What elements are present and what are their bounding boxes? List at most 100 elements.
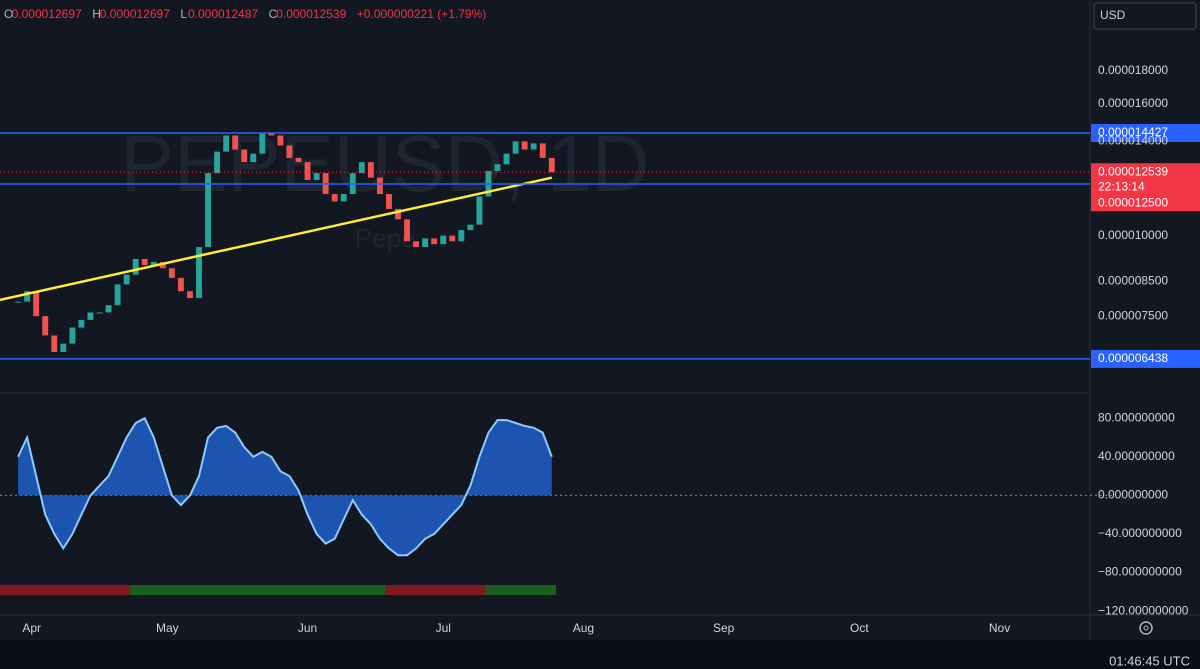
ohlc-key: L	[180, 7, 187, 21]
candle	[187, 291, 193, 299]
y-tick-label: −80.000000000	[1098, 565, 1182, 579]
candle	[358, 162, 365, 174]
candle	[24, 291, 31, 302]
candle	[132, 258, 139, 275]
candle	[386, 194, 392, 209]
ohlc-key: C	[269, 7, 278, 21]
price-tag-label: 0.000012500	[1098, 195, 1168, 209]
candle	[277, 135, 284, 146]
candle	[458, 230, 465, 242]
candle	[87, 312, 94, 320]
candle	[548, 157, 555, 173]
y-tick-label: 0.000014000	[1098, 134, 1168, 148]
ohlc-value: 0.000012539	[276, 7, 346, 21]
last-price-label: 0.000012539	[1098, 164, 1168, 178]
candle	[286, 145, 293, 158]
candle	[123, 274, 130, 285]
y-tick-label: 0.000018000	[1098, 63, 1168, 77]
y-tick-label: −120.000000000	[1098, 603, 1189, 617]
candle	[15, 301, 22, 303]
candle	[295, 157, 302, 163]
y-tick-label: 0.000007500	[1098, 308, 1168, 322]
overlays: 0.0000144270.0000120260.0000064380.00001…	[0, 124, 1200, 368]
y-tick-label: 40.000000000	[1098, 449, 1175, 463]
candle	[395, 208, 401, 220]
candle	[60, 343, 67, 352]
candle	[196, 247, 202, 299]
candle	[168, 268, 175, 278]
candle	[503, 153, 510, 165]
indicator-pane	[0, 416, 1115, 557]
candle	[259, 133, 266, 154]
currency-dropdown[interactable]	[1093, 2, 1197, 30]
clock: 01:46:45 UTC	[1109, 653, 1190, 668]
x-tick-label: May	[156, 621, 179, 635]
candle	[530, 143, 537, 150]
candle	[33, 291, 40, 317]
x-tick-label: Oct	[850, 621, 869, 635]
candle	[105, 305, 112, 313]
settings-icon[interactable]	[1139, 621, 1153, 635]
candle	[141, 258, 148, 266]
candle	[413, 241, 420, 248]
candle	[476, 196, 483, 225]
y-tick-label: 0.000008500	[1098, 273, 1168, 287]
status-bar	[485, 585, 556, 595]
candle	[150, 262, 157, 266]
candle	[340, 194, 347, 202]
candle	[440, 235, 447, 245]
candle	[78, 319, 85, 328]
level-label: 0.000014427	[1098, 125, 1168, 139]
candle	[159, 262, 166, 269]
y-tick-label: 0.000010000	[1098, 228, 1168, 242]
candle	[313, 173, 320, 180]
level-tag	[1091, 124, 1200, 143]
ohlc-key: O	[4, 7, 13, 21]
level-label: 0.000006438	[1098, 351, 1168, 365]
status-bar	[0, 585, 130, 595]
candle	[268, 133, 275, 136]
currency[interactable]: USD	[1100, 8, 1126, 22]
x-tick-label: Sep	[713, 621, 735, 635]
candle	[431, 238, 438, 245]
candle	[449, 235, 456, 242]
candle	[422, 238, 429, 248]
x-tick-label: Aug	[573, 621, 594, 635]
x-tick-label: Jul	[436, 621, 451, 635]
status-bar	[385, 585, 485, 595]
candle	[42, 316, 49, 336]
candle	[404, 219, 410, 242]
oscillator-line	[17, 416, 553, 557]
ohlc-value: 0.000012697	[12, 7, 82, 21]
candle	[96, 312, 103, 314]
y-tick-label: 0.000016000	[1098, 96, 1168, 110]
candle	[367, 162, 374, 178]
candle	[69, 327, 76, 344]
candle	[376, 177, 383, 195]
y-tick-label: −40.000000000	[1098, 526, 1182, 540]
status-bar	[130, 585, 385, 595]
ohlc-value: 0.000012487	[188, 7, 258, 21]
candle	[214, 151, 221, 174]
candle	[521, 141, 528, 150]
candle	[114, 284, 121, 306]
y-tick-label: 0.000000000	[1098, 488, 1168, 502]
candle	[223, 135, 230, 152]
candle	[250, 153, 257, 163]
candle	[539, 143, 546, 158]
countdown: 22:13:14	[1098, 179, 1145, 193]
candle	[304, 162, 311, 180]
candle	[494, 164, 501, 171]
x-tick-label: Apr	[22, 621, 41, 635]
trendline	[0, 176, 553, 302]
candle	[205, 173, 211, 248]
bottom-bar	[0, 640, 1200, 669]
candle	[177, 277, 184, 292]
candle	[512, 141, 519, 154]
candle	[331, 194, 338, 202]
level-tag	[1091, 349, 1200, 368]
x-tick-label: Jun	[298, 621, 317, 635]
